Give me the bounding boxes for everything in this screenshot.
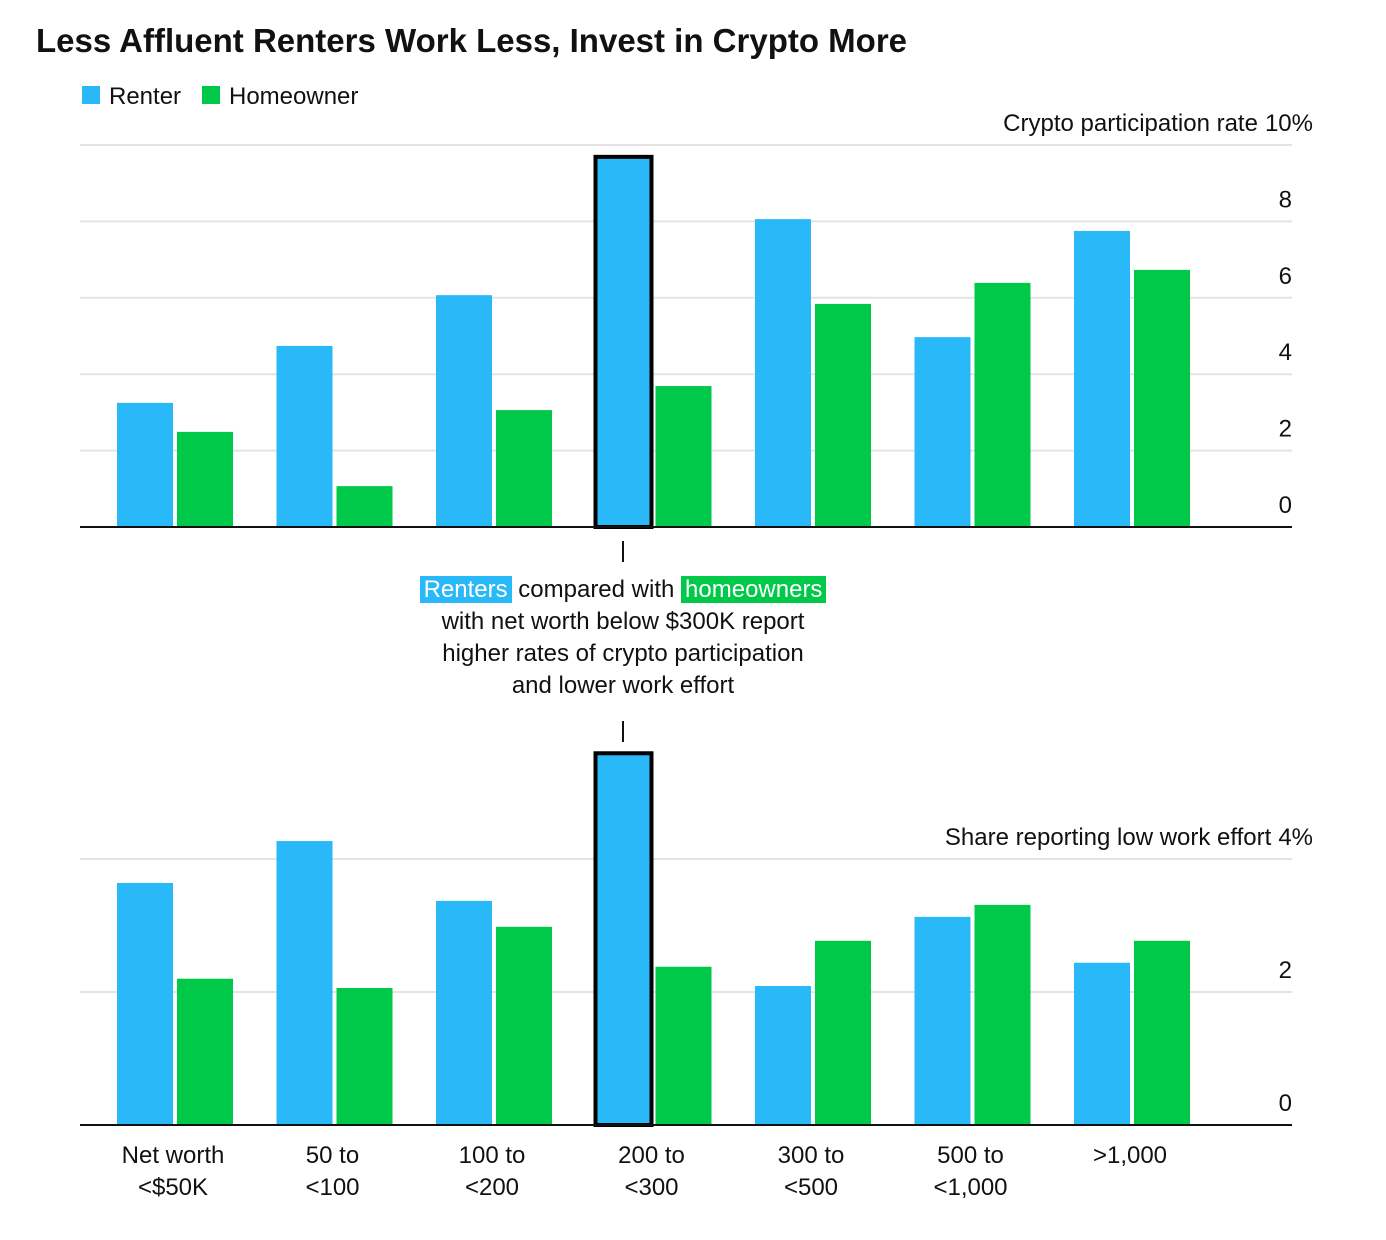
x-tick-label: 500 to [937, 1142, 1004, 1169]
annotation-text: compared with [518, 576, 675, 603]
y-tick-label: 8 [1279, 186, 1292, 213]
x-tick-label: 200 to [618, 1142, 685, 1169]
bar [117, 882, 173, 1125]
bar [177, 978, 233, 1125]
x-tick-label: <300 [624, 1174, 678, 1201]
annotation-chip: homeowners [681, 576, 827, 603]
bar [655, 966, 712, 1125]
bar [336, 486, 393, 527]
y-tick-label: 2 [1279, 957, 1292, 984]
bar [276, 841, 333, 1125]
bar [655, 386, 712, 527]
bar [974, 282, 1031, 527]
bar [593, 154, 654, 529]
legend-label: Renter [109, 83, 181, 110]
y-axis-label: Share reporting low work effort 4% [945, 824, 1313, 851]
annotation: Renters compared with homeowners with ne… [323, 574, 923, 702]
y-tick-label: 6 [1279, 263, 1292, 290]
legend-swatch [82, 86, 100, 104]
x-tick-label: 300 to [778, 1142, 845, 1169]
x-tick-label: <100 [305, 1174, 359, 1201]
bar [177, 431, 233, 527]
y-tick-label: 4 [1279, 339, 1292, 366]
bar [914, 916, 971, 1125]
annotation-chip: Renters [419, 576, 512, 603]
bar [1074, 962, 1130, 1125]
y-axis-label: Crypto participation rate 10% [1003, 110, 1313, 137]
bar [1074, 230, 1130, 527]
x-tick-label: Net worth [122, 1142, 225, 1169]
bar [914, 337, 971, 527]
bar [815, 940, 871, 1125]
bar [436, 900, 492, 1125]
x-tick-label: 50 to [306, 1142, 359, 1169]
y-tick-label: 0 [1279, 1090, 1292, 1117]
legend-label: Homeowner [229, 83, 358, 110]
bar [815, 303, 871, 527]
x-tick-label: <200 [465, 1174, 519, 1201]
bar [1134, 940, 1190, 1125]
x-tick-label: <500 [784, 1174, 838, 1201]
x-tick-label: >1,000 [1093, 1142, 1167, 1169]
x-tick-label: <$50K [138, 1174, 208, 1201]
y-axis-title: Share reporting low work effort [945, 824, 1272, 851]
bar [593, 751, 654, 1127]
bar [496, 926, 552, 1125]
x-tick-label: 100 to [459, 1142, 526, 1169]
x-tick-label: <1,000 [933, 1174, 1007, 1201]
y-axis-title: Crypto participation rate [1003, 110, 1258, 137]
bar [436, 295, 492, 527]
bar [496, 410, 552, 527]
annotation-text: with net worth below $300K report [441, 608, 805, 635]
bar [755, 219, 811, 527]
y-tick-label: 10% [1265, 110, 1313, 137]
y-tick-label: 2 [1279, 416, 1292, 443]
annotation-text: and lower work effort [511, 672, 735, 699]
bar [336, 988, 393, 1125]
legend-swatch [202, 86, 220, 104]
bar [755, 986, 811, 1125]
bar [1134, 269, 1190, 527]
y-tick-label: 4% [1278, 824, 1313, 851]
chart-title: Less Affluent Renters Work Less, Invest … [36, 22, 907, 59]
annotation-text: higher rates of crypto participation [442, 640, 804, 667]
bar [117, 402, 173, 527]
bar [974, 904, 1031, 1125]
bar [276, 345, 333, 527]
y-tick-label: 0 [1279, 492, 1292, 519]
